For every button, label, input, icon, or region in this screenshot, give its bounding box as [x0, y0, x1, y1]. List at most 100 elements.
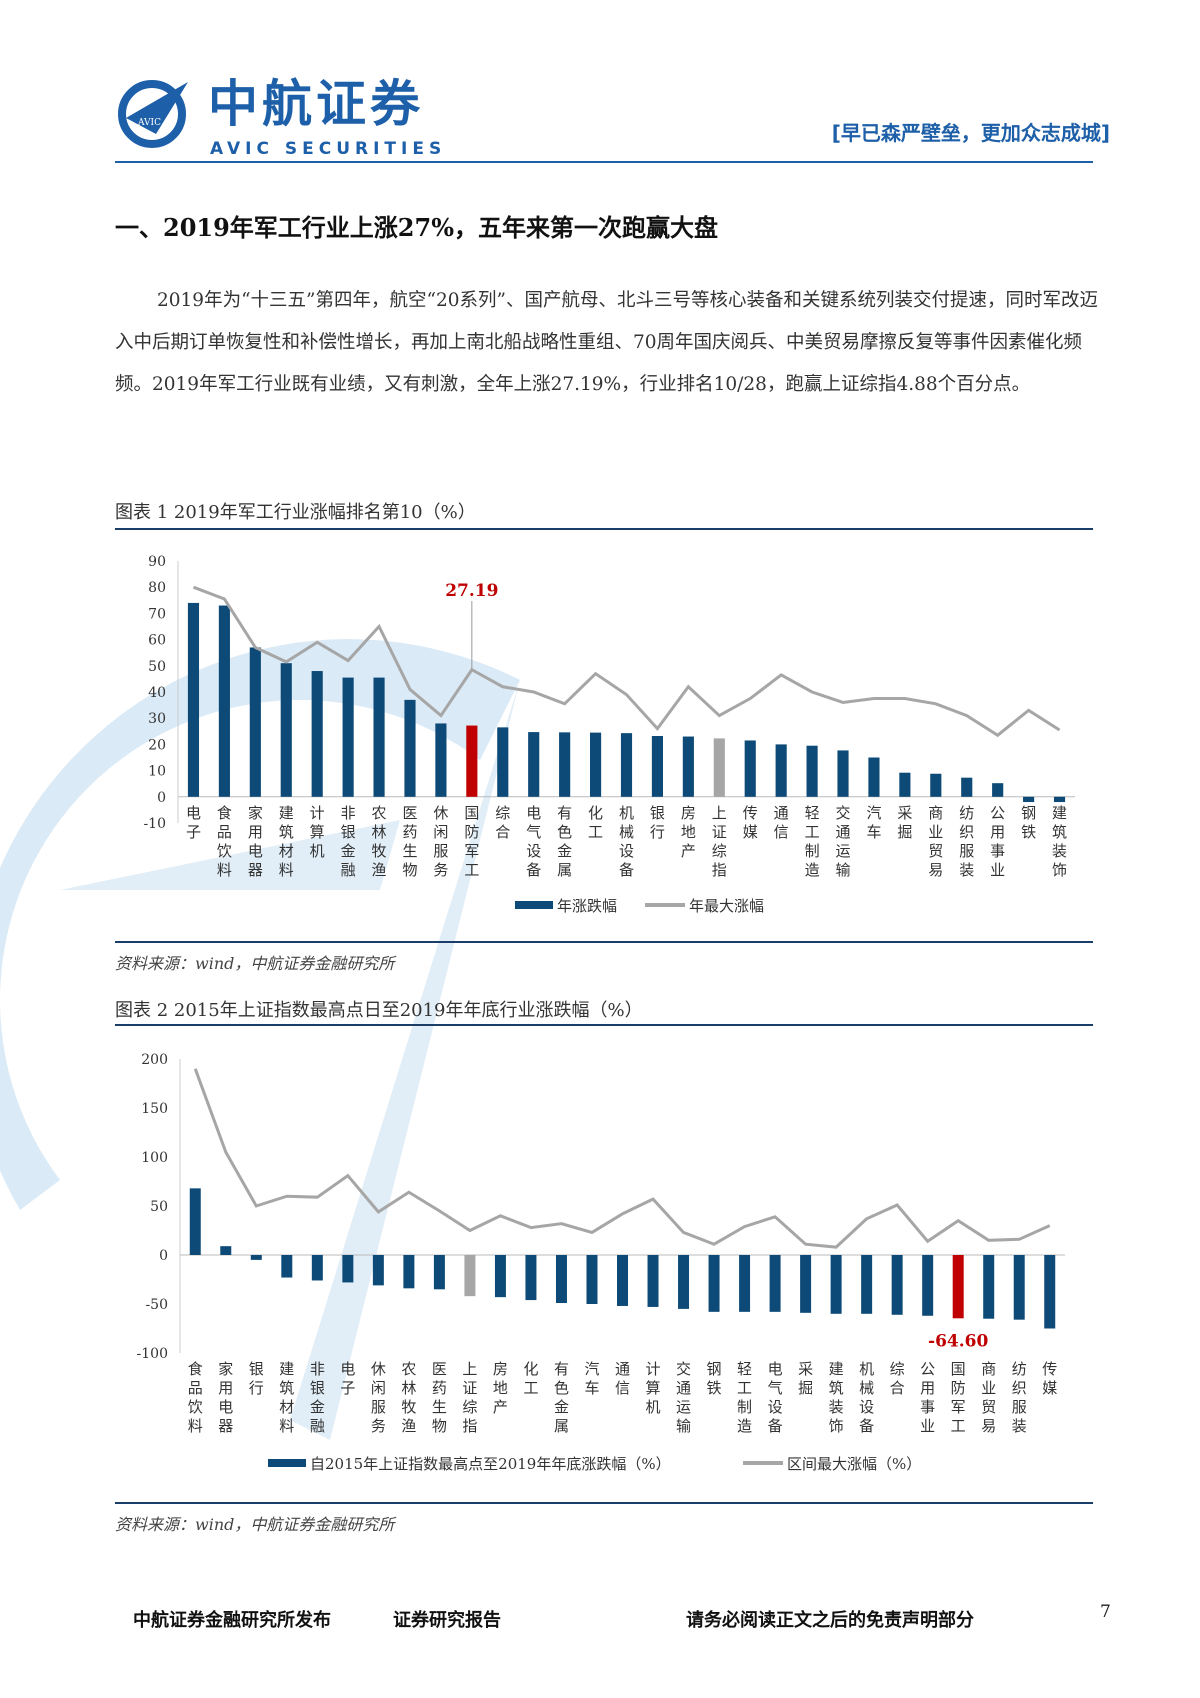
x-tick-label: 非银金融: [310, 1360, 325, 1435]
bar-银行: [250, 1255, 262, 1260]
footer-disclaimer: 请务必阅读正文之后的免责声明部分: [686, 1610, 974, 1631]
page-number: 7: [1100, 1602, 1111, 1622]
x-tick-label: 交通运输: [676, 1360, 691, 1435]
x-tick-label: 电子: [186, 804, 201, 841]
y-tick-label: 20: [148, 737, 166, 753]
bar-银行: [651, 736, 663, 797]
bar-商业贸易: [930, 773, 942, 797]
footer-report-type: 证券研究报告: [393, 1610, 501, 1631]
x-tick-label: 银行: [650, 804, 665, 841]
bar-公用事业: [922, 1255, 934, 1316]
x-tick-label-highlight: 国防军工: [951, 1360, 966, 1435]
y-tick-label: 150: [141, 1101, 168, 1117]
x-tick-label: 采掘: [798, 1360, 813, 1397]
x-tick-label: 商业贸易: [928, 804, 943, 879]
y-tick-label: 200: [141, 1052, 168, 1068]
bar-商业贸易: [983, 1255, 995, 1319]
y-tick-label: 50: [148, 659, 166, 675]
x-tick-label: 上证综指: [462, 1360, 477, 1435]
bar-化工: [590, 732, 602, 797]
figure2-bottom-rule: [115, 1502, 1093, 1504]
bar-农林牧渔: [373, 677, 385, 797]
y-tick-label: 80: [148, 580, 166, 596]
bar-交通运输: [678, 1255, 690, 1309]
bar-传媒: [744, 740, 756, 797]
x-tick-label: 非银金融: [341, 804, 356, 879]
x-tick-label: 房地产: [493, 1360, 508, 1416]
section-title: 一、2019年军工行业上涨27%，五年来第一次跑赢大盘: [115, 213, 718, 242]
bar-钢铁: [708, 1255, 720, 1312]
y-tick-label: 0: [159, 1248, 168, 1264]
legend-label-line: 区间最大涨幅（%）: [787, 1455, 921, 1473]
bar-交通运输: [837, 750, 849, 797]
bar-采掘: [899, 772, 911, 797]
figure1-top-rule: [115, 528, 1093, 530]
y-tick-label: 70: [148, 606, 166, 622]
bar-综合: [497, 727, 509, 797]
bar-食品饮料: [218, 605, 230, 797]
x-tick-label: 钢铁: [707, 1360, 722, 1397]
x-tick-label: 纺织服装: [1012, 1360, 1027, 1435]
bar-医药生物: [404, 699, 416, 797]
x-tick-label: 机械设备: [619, 804, 634, 879]
y-tick-label: -100: [137, 1346, 168, 1362]
x-tick-label: 钢铁: [1021, 804, 1036, 841]
bar-轻工制造: [739, 1255, 751, 1312]
bar-电气设备: [528, 732, 540, 797]
x-tick-label: 休闲服务: [371, 1360, 386, 1435]
bar-建筑装饰: [1053, 796, 1066, 803]
x-tick-label: 通信: [774, 804, 789, 841]
x-tick-label: 有色金属: [554, 1360, 569, 1435]
footer-publisher: 中航证券金融研究所发布: [133, 1610, 331, 1631]
bar-汽车: [586, 1255, 598, 1304]
y-tick-label: 10: [148, 764, 166, 780]
x-tick-label: 汽车: [866, 804, 881, 841]
x-tick-label: 公用事业: [990, 804, 1005, 879]
legend-label-line: 年最大涨幅: [689, 897, 764, 915]
avic-logo-icon: AVIC: [118, 80, 188, 148]
y-tick-label: 100: [141, 1150, 168, 1166]
bar-计算机: [647, 1255, 659, 1307]
x-tick-label: 公用事业: [920, 1360, 935, 1435]
header-slogan: [早已森严壁垒，更加众志成城]: [831, 121, 1110, 145]
y-tick-label: 50: [150, 1199, 168, 1215]
x-tick-label: 电气设备: [526, 804, 541, 879]
x-tick-label: 建筑材料: [279, 1360, 294, 1435]
bar-轻工制造: [806, 745, 818, 797]
bar-农林牧渔: [403, 1255, 415, 1289]
x-tick-label: 家用电器: [248, 804, 263, 879]
bar-采掘: [800, 1255, 812, 1313]
bar-化工: [525, 1255, 537, 1301]
bar-传媒: [1044, 1255, 1056, 1329]
figure2-top-rule: [115, 1024, 1093, 1026]
x-tick-label: 采掘: [897, 804, 912, 841]
bar-计算机: [311, 671, 323, 797]
figure2-caption: 图表 2 2015年上证指数最高点日至2019年年底行业涨跌幅（%）: [115, 1000, 643, 1021]
logo-text-cn: 中航证券: [208, 75, 424, 133]
bar-家用电器: [220, 1246, 232, 1255]
header-rule: [115, 161, 1093, 163]
x-tick-label: 化工: [523, 1360, 538, 1397]
legend-label-bar: 自2015年上证指数最高点至2019年年底涨跌幅（%）: [310, 1455, 671, 1473]
bar-非银金融: [342, 677, 354, 797]
bar-通信: [775, 744, 787, 797]
bar-食品饮料: [189, 1188, 201, 1255]
bar-建筑材料: [280, 663, 292, 797]
x-tick-label-highlight: 国防军工: [464, 804, 479, 879]
x-tick-label: 上证综指: [712, 804, 727, 879]
x-tick-label: 家用电器: [218, 1360, 233, 1435]
x-tick-label: 化工: [588, 804, 603, 841]
x-tick-label: 医药生物: [432, 1360, 447, 1435]
y-tick-label: -10: [143, 816, 166, 832]
bar-钢铁: [1023, 796, 1035, 803]
bar-房地产: [682, 736, 694, 797]
bar-上证综指: [713, 738, 725, 797]
bar-纺织服装: [961, 777, 973, 797]
bar-国防军工: [466, 725, 478, 797]
y-tick-label: 40: [148, 685, 166, 701]
x-tick-label: 通信: [615, 1360, 630, 1397]
x-tick-label: 建筑装饰: [829, 1360, 844, 1435]
bar-综合: [891, 1255, 903, 1315]
x-tick-label: 计算机: [646, 1360, 661, 1416]
x-tick-label: 传媒: [1042, 1360, 1057, 1397]
